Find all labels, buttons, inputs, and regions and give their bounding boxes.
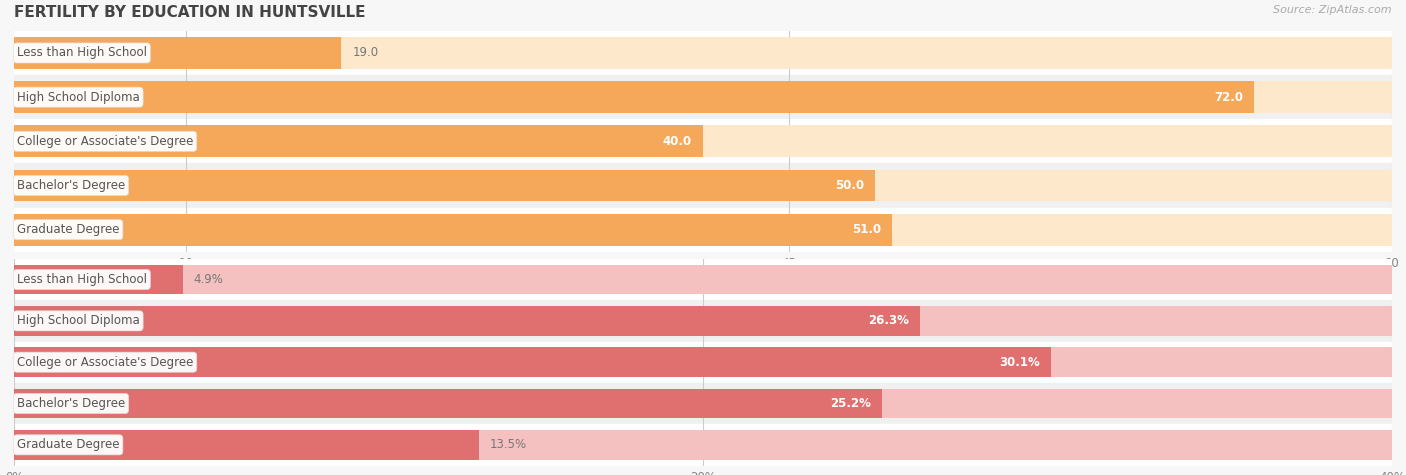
Text: 50.0: 50.0 <box>835 179 865 192</box>
Bar <box>14 163 1392 208</box>
Text: College or Associate's Degree: College or Associate's Degree <box>17 135 193 148</box>
Bar <box>14 383 1392 424</box>
Text: Less than High School: Less than High School <box>17 47 146 59</box>
Bar <box>14 306 920 336</box>
Bar <box>14 342 1392 383</box>
Bar <box>14 81 1254 113</box>
Text: 51.0: 51.0 <box>852 223 882 236</box>
Bar <box>14 125 703 157</box>
Bar <box>14 259 1392 300</box>
Bar <box>14 75 1392 119</box>
Bar <box>14 170 1392 201</box>
Bar <box>14 424 1392 466</box>
Text: 30.1%: 30.1% <box>1000 356 1040 369</box>
Bar <box>14 119 1392 163</box>
Text: 19.0: 19.0 <box>353 47 378 59</box>
Bar <box>14 214 893 246</box>
Bar <box>14 125 1392 157</box>
Bar <box>14 208 1392 252</box>
Text: 40.0: 40.0 <box>662 135 692 148</box>
Bar <box>14 389 1392 418</box>
Bar <box>14 389 882 418</box>
Bar <box>14 265 183 294</box>
Bar <box>14 214 1392 246</box>
Text: High School Diploma: High School Diploma <box>17 91 139 104</box>
Text: Graduate Degree: Graduate Degree <box>17 223 120 236</box>
Text: FERTILITY BY EDUCATION IN HUNTSVILLE: FERTILITY BY EDUCATION IN HUNTSVILLE <box>14 5 366 20</box>
Bar <box>14 430 1392 460</box>
Bar <box>14 347 1392 377</box>
Text: 72.0: 72.0 <box>1215 91 1243 104</box>
Text: Source: ZipAtlas.com: Source: ZipAtlas.com <box>1274 5 1392 15</box>
Text: High School Diploma: High School Diploma <box>17 314 139 327</box>
Text: 13.5%: 13.5% <box>491 438 527 451</box>
Bar <box>14 170 875 201</box>
Text: College or Associate's Degree: College or Associate's Degree <box>17 356 193 369</box>
Text: 26.3%: 26.3% <box>868 314 910 327</box>
Bar <box>14 347 1050 377</box>
Bar <box>14 300 1392 342</box>
Text: Bachelor's Degree: Bachelor's Degree <box>17 397 125 410</box>
Bar <box>14 430 479 460</box>
Bar <box>14 37 1392 69</box>
Bar <box>14 37 342 69</box>
Text: 25.2%: 25.2% <box>830 397 872 410</box>
Text: Graduate Degree: Graduate Degree <box>17 438 120 451</box>
Bar <box>14 306 1392 336</box>
Text: Less than High School: Less than High School <box>17 273 146 286</box>
Text: Bachelor's Degree: Bachelor's Degree <box>17 179 125 192</box>
Bar <box>14 81 1392 113</box>
Bar <box>14 31 1392 75</box>
Bar <box>14 265 1392 294</box>
Text: 4.9%: 4.9% <box>194 273 224 286</box>
